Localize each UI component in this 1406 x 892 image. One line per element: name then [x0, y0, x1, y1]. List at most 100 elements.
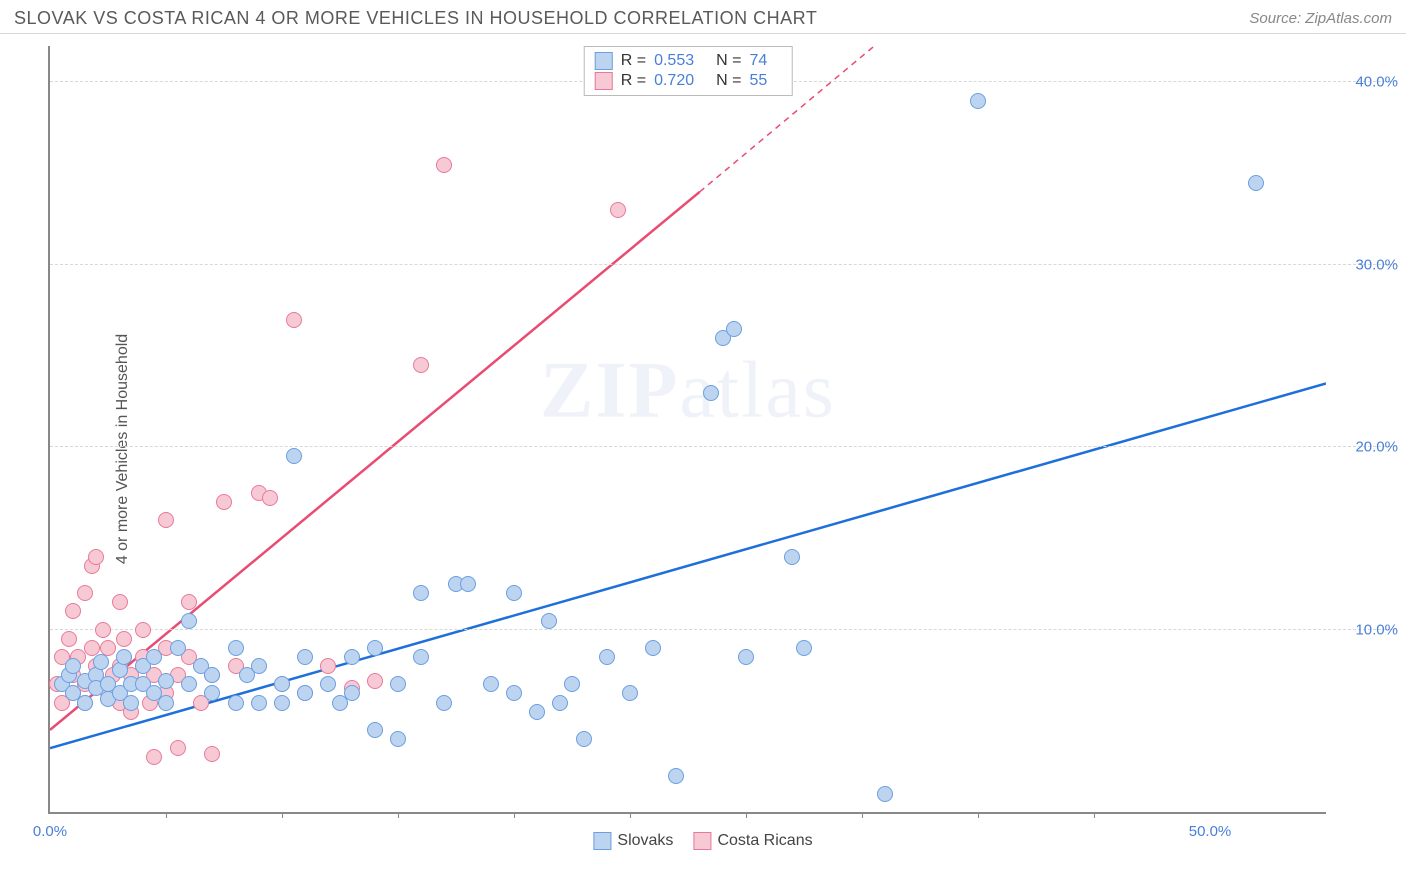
scatter-point [297, 685, 313, 701]
x-tick-mark [1094, 812, 1095, 818]
x-tick-mark [978, 812, 979, 818]
scatter-point [181, 594, 197, 610]
r-value-costaricans: 0.720 [654, 72, 694, 90]
scatter-point [970, 93, 986, 109]
scatter-point [228, 640, 244, 656]
scatter-point [622, 685, 638, 701]
scatter-point [564, 676, 580, 692]
trend-line [50, 383, 1326, 748]
swatch-slovaks [593, 832, 611, 850]
scatter-point [576, 731, 592, 747]
scatter-point [286, 448, 302, 464]
scatter-point [228, 695, 244, 711]
scatter-point [460, 576, 476, 592]
y-tick-label: 20.0% [1355, 439, 1398, 456]
source-attribution: Source: ZipAtlas.com [1249, 10, 1392, 27]
scatter-point [390, 731, 406, 747]
scatter-point [413, 649, 429, 665]
r-value-slovaks: 0.553 [654, 52, 694, 70]
swatch-costaricans [693, 832, 711, 850]
legend-label-costaricans: Costa Ricans [717, 832, 812, 850]
legend-label-slovaks: Slovaks [617, 832, 673, 850]
scatter-point [158, 673, 174, 689]
legend-item-costaricans: Costa Ricans [693, 832, 812, 850]
scatter-point [552, 695, 568, 711]
scatter-point [796, 640, 812, 656]
scatter-point [95, 622, 111, 638]
chart-title: SLOVAK VS COSTA RICAN 4 OR MORE VEHICLES… [14, 8, 817, 29]
scatter-point [116, 649, 132, 665]
scatter-point [77, 695, 93, 711]
scatter-point [135, 622, 151, 638]
scatter-point [170, 740, 186, 756]
scatter-point [506, 585, 522, 601]
scatter-point [262, 490, 278, 506]
watermark: ZIPatlas [540, 345, 836, 436]
scatter-point [204, 746, 220, 762]
scatter-point [216, 494, 232, 510]
scatter-point [181, 676, 197, 692]
scatter-point [286, 312, 302, 328]
x-tick-label: 50.0% [1189, 823, 1232, 840]
y-tick-label: 30.0% [1355, 256, 1398, 273]
scatter-point [146, 749, 162, 765]
scatter-point [703, 385, 719, 401]
scatter-point [367, 673, 383, 689]
scatter-point [251, 695, 267, 711]
scatter-point [251, 658, 267, 674]
scatter-point [413, 585, 429, 601]
r-label: R = [621, 52, 646, 70]
x-tick-mark [398, 812, 399, 818]
scatter-point [170, 640, 186, 656]
scatter-point [436, 695, 452, 711]
scatter-point [367, 722, 383, 738]
x-tick-mark [630, 812, 631, 818]
n-label: N = [716, 52, 741, 70]
x-tick-mark [746, 812, 747, 818]
gridline-h [50, 446, 1396, 447]
scatter-point [88, 549, 104, 565]
scatter-point [123, 695, 139, 711]
x-tick-mark [862, 812, 863, 818]
scatter-point [204, 667, 220, 683]
x-tick-label: 0.0% [33, 823, 67, 840]
scatter-point [297, 649, 313, 665]
legend-item-slovaks: Slovaks [593, 832, 673, 850]
y-tick-label: 10.0% [1355, 621, 1398, 638]
scatter-point [100, 640, 116, 656]
scatter-point [320, 676, 336, 692]
scatter-point [146, 649, 162, 665]
scatter-point [344, 649, 360, 665]
scatter-point [116, 631, 132, 647]
gridline-h [50, 629, 1396, 630]
scatter-point [541, 613, 557, 629]
scatter-point [158, 695, 174, 711]
scatter-point [738, 649, 754, 665]
x-tick-mark [166, 812, 167, 818]
scatter-point [181, 613, 197, 629]
scatter-point [320, 658, 336, 674]
scatter-point [274, 676, 290, 692]
watermark-bold: ZIP [540, 346, 679, 434]
swatch-costaricans [595, 72, 613, 90]
scatter-point [390, 676, 406, 692]
scatter-point [529, 704, 545, 720]
scatter-point [784, 549, 800, 565]
scatter-point [65, 658, 81, 674]
source-name: ZipAtlas.com [1305, 10, 1392, 27]
x-tick-mark [282, 812, 283, 818]
gridline-h [50, 264, 1396, 265]
legend-row-slovaks: R = 0.553 N = 74 [595, 51, 782, 71]
n-label: N = [716, 72, 741, 90]
x-tick-mark [514, 812, 515, 818]
chart-header: SLOVAK VS COSTA RICAN 4 OR MORE VEHICLES… [0, 0, 1406, 34]
scatter-point [483, 676, 499, 692]
scatter-point [158, 512, 174, 528]
scatter-point [204, 685, 220, 701]
scatter-point [1248, 175, 1264, 191]
n-value-slovaks: 74 [749, 52, 767, 70]
legend-row-costaricans: R = 0.720 N = 55 [595, 71, 782, 91]
series-legend: Slovaks Costa Ricans [593, 832, 812, 850]
scatter-point [668, 768, 684, 784]
scatter-point [413, 357, 429, 373]
